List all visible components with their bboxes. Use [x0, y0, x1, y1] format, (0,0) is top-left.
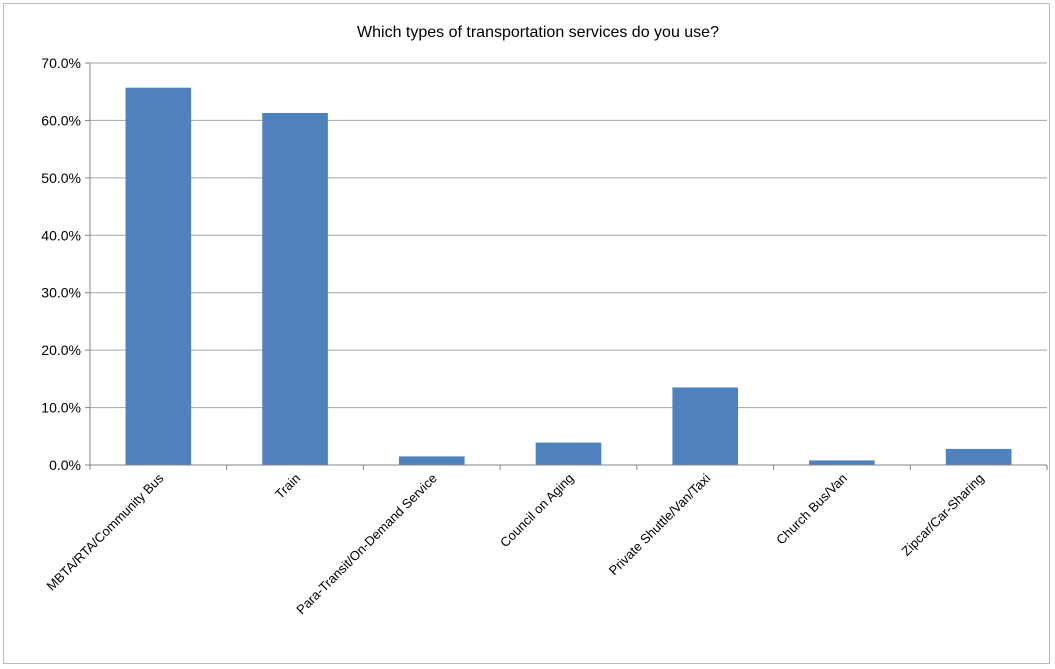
y-tick-label: 70.0%: [41, 55, 81, 71]
x-category-label: Church Bus/Van: [773, 471, 850, 548]
chart-title: Which types of transportation services d…: [357, 24, 719, 41]
bar: [262, 112, 328, 465]
bar: [125, 87, 192, 466]
x-category-label: Zipcar/Car-Sharing: [898, 471, 986, 559]
y-tick-label: 0.0%: [49, 457, 81, 473]
x-category-label: Council on Aging: [497, 471, 577, 551]
bars: [125, 87, 1012, 466]
x-category-label: Para-Transit/On-Demand Service: [293, 471, 440, 618]
bar: [672, 387, 739, 465]
x-category-label: Train: [272, 471, 303, 502]
x-category-label: Private Shuttle/Van/Taxi: [606, 470, 714, 578]
y-tick-label: 50.0%: [41, 170, 81, 186]
axes: [89, 63, 1048, 470]
gridlines: [90, 62, 1047, 409]
bar: [945, 448, 1012, 465]
y-tick-label: 40.0%: [41, 227, 81, 243]
y-tick-label: 20.0%: [41, 342, 81, 358]
bar: [809, 460, 875, 465]
bar: [398, 456, 465, 465]
x-category-label: MBTA/RTA/Community Bus: [43, 470, 166, 593]
x-axis-labels: MBTA/RTA/Community Bus TrainPara-Transit/…: [43, 470, 986, 617]
bar: [535, 442, 602, 465]
y-tick-label: 30.0%: [41, 285, 81, 301]
y-tick-label: 60.0%: [41, 112, 81, 128]
y-tick-label: 10.0%: [41, 400, 81, 416]
y-axis-ticks: 0.0% 10.0% 20.0% 30.0% 40.0% 50.0% 60.0% 70.0%: [41, 55, 90, 473]
